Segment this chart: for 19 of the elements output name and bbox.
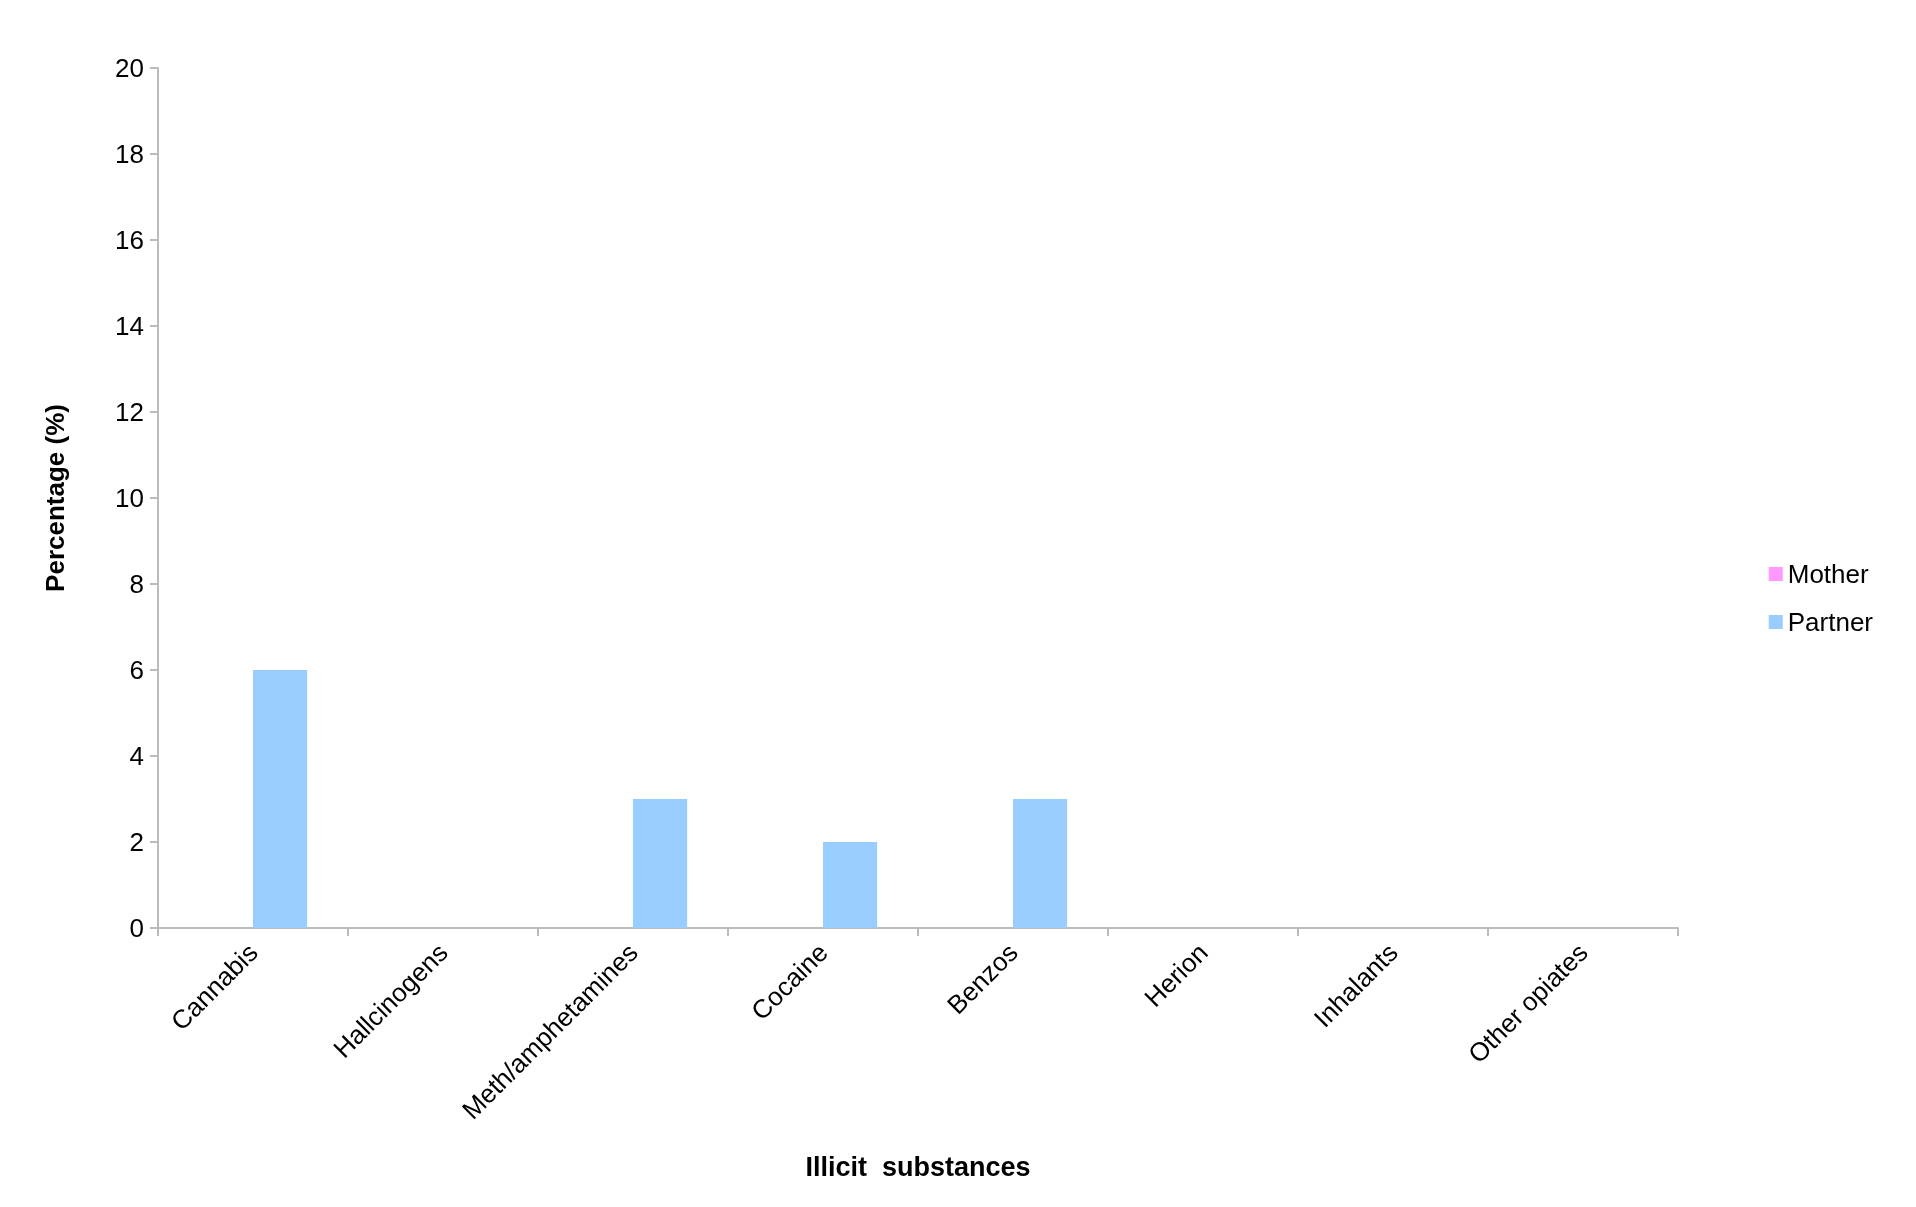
- y-tick-label: 14: [115, 311, 144, 341]
- y-tick-label: 20: [115, 53, 144, 83]
- y-axis-title: Percentage (%): [40, 404, 70, 592]
- x-axis-title: Illicit substances: [805, 1151, 1031, 1182]
- y-tick-label: 2: [129, 827, 144, 857]
- bar: [1013, 799, 1068, 928]
- y-tick-label: 0: [129, 913, 144, 943]
- y-tick-label: 18: [115, 139, 144, 169]
- bar: [823, 842, 878, 928]
- y-tick-label: 10: [115, 483, 144, 513]
- bar: [633, 799, 688, 928]
- y-tick-label: 6: [129, 655, 144, 685]
- y-tick-label: 16: [115, 225, 144, 255]
- legend-label: Mother: [1787, 559, 1869, 589]
- legend-label: Partner: [1787, 607, 1874, 637]
- bar: [253, 670, 308, 928]
- y-tick-label: 12: [115, 397, 144, 427]
- y-tick-label: 4: [129, 741, 144, 771]
- y-tick-label: 8: [129, 569, 144, 599]
